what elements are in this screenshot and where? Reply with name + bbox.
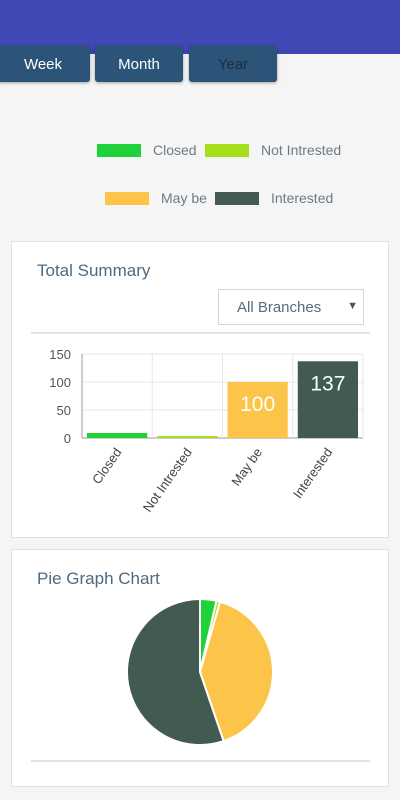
tab-year[interactable]: Year bbox=[189, 46, 277, 82]
pie-graph-card: Pie Graph Chart bbox=[11, 549, 389, 787]
pie-divider bbox=[31, 760, 370, 762]
total-summary-card: Total Summary All Branches ▼ 0 50 100 150 Cl… bbox=[11, 241, 389, 538]
tab-month[interactable]: Month bbox=[95, 46, 183, 82]
legend-swatch-not-intrested bbox=[205, 143, 249, 157]
y-tick-label: 150 bbox=[49, 347, 71, 362]
bar-data-label: 100 bbox=[240, 393, 275, 416]
legend-swatch-closed bbox=[97, 143, 141, 157]
chevron-down-icon: ▼ bbox=[347, 300, 358, 312]
legend-label-may-be: May be bbox=[161, 190, 207, 206]
period-tabs: Week Month Year bbox=[0, 46, 400, 84]
x-tick-label: Not Intrested bbox=[140, 445, 195, 515]
legend-swatch-may-be bbox=[105, 191, 149, 205]
bar bbox=[297, 361, 358, 438]
pie-slice bbox=[126, 597, 225, 746]
bar bbox=[87, 432, 148, 438]
pie-chart bbox=[126, 597, 274, 746]
total-summary-title: Total Summary bbox=[37, 261, 151, 280]
bar bbox=[157, 436, 218, 438]
summary-divider bbox=[31, 332, 370, 334]
branch-select[interactable]: All Branches ▼ bbox=[218, 289, 364, 325]
bar bbox=[227, 382, 288, 438]
legend-label-closed: Closed bbox=[153, 142, 197, 158]
legend-item-closed: Closed bbox=[97, 142, 197, 158]
bar-data-label: 137 bbox=[310, 372, 345, 395]
legend-label-interested: Interested bbox=[271, 190, 334, 206]
legend-item-may-be: May be bbox=[105, 190, 207, 206]
pie-graph-title: Pie Graph Chart bbox=[37, 569, 160, 588]
x-tick-label: Closed bbox=[89, 445, 124, 487]
y-tick-label: 0 bbox=[64, 431, 71, 446]
y-tick-label: 50 bbox=[57, 403, 71, 418]
tab-week[interactable]: Week bbox=[0, 46, 90, 82]
legend-label-not-intrested: Not Intrested bbox=[261, 142, 342, 158]
bar-chart: 0 50 100 150 Closed Not Intrested 100 May be 137… bbox=[49, 347, 364, 515]
y-tick-label: 100 bbox=[49, 375, 71, 390]
branch-select-value: All Branches bbox=[237, 298, 322, 316]
legend-item-not-intrested: Not Intrested bbox=[205, 142, 341, 158]
x-tick-label: May be bbox=[228, 445, 265, 489]
x-tick-label: Interested bbox=[290, 445, 335, 501]
pie-slice bbox=[198, 600, 274, 743]
legend-swatch-interested bbox=[215, 191, 259, 205]
legend-item-interested: Interested bbox=[215, 190, 333, 206]
app-bar bbox=[0, 0, 400, 54]
